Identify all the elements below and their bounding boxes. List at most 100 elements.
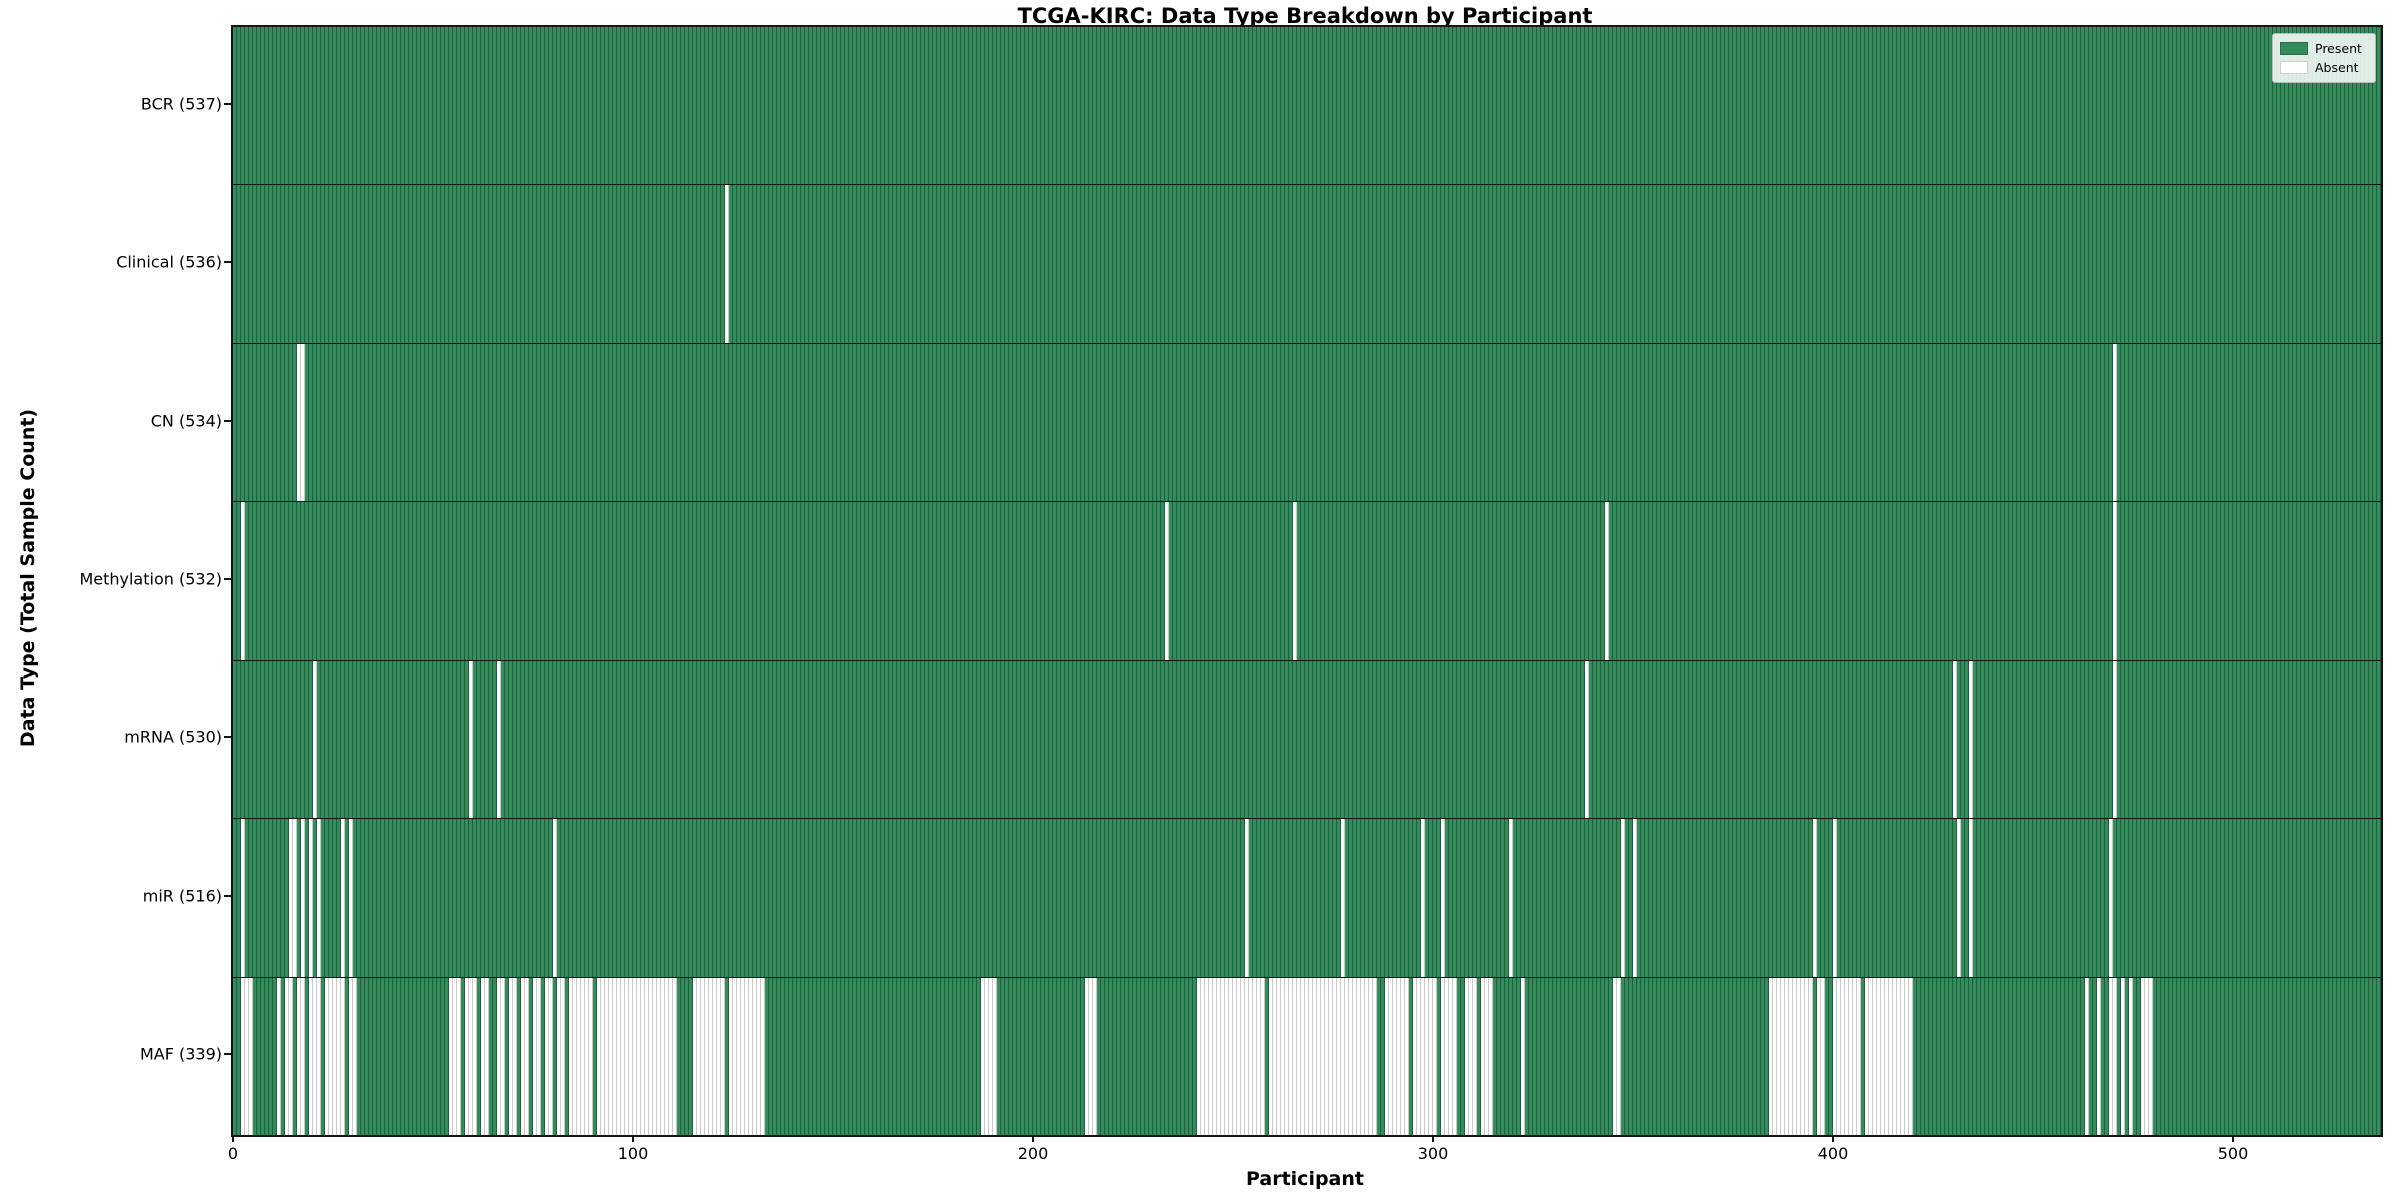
legend-present-label: Present (2315, 41, 2362, 56)
absent-cell (2113, 343, 2117, 502)
absent-cell (1341, 819, 1345, 977)
absent-cell (497, 660, 501, 819)
absent-cell (349, 819, 353, 977)
absent-cell (1585, 660, 1589, 819)
y-tick-label-CN: CN (534) (150, 411, 222, 431)
x-tick-mark (2232, 1135, 2234, 1142)
absent-cell (1481, 977, 1493, 1135)
absent-cell (277, 977, 281, 1135)
absent-cell (297, 343, 305, 502)
absent-cell (1953, 660, 1957, 819)
x-axis-label: Participant (1245, 1168, 1364, 1190)
y-tick-label-MAF: MAF (339) (139, 1044, 222, 1064)
y-tick-label-mRNA: mRNA (530) (124, 727, 222, 747)
absent-cell (1605, 502, 1609, 660)
absent-cell (1633, 819, 1637, 977)
absent-cell (1084, 977, 1097, 1135)
absent-cell (1833, 977, 1861, 1135)
y-tick-mark (224, 261, 231, 264)
x-tick-label-200: 200 (1017, 1144, 1049, 1163)
heatmap-rows (233, 27, 2381, 1135)
absent-cell (596, 977, 677, 1135)
y-tick-mark (224, 894, 231, 897)
absent-cell (521, 977, 529, 1135)
legend: Present Absent (2272, 33, 2376, 83)
x-tick-label-400: 400 (1817, 1144, 1849, 1163)
absent-cell (981, 977, 997, 1135)
absent-cell (2129, 977, 2133, 1135)
y-tick-mark (224, 419, 231, 422)
heatmap-row-Clinical (233, 184, 2381, 343)
absent-cell (553, 819, 557, 977)
y-tick-label-BCR: BCR (537) (140, 94, 222, 114)
absent-cell (313, 660, 317, 819)
heatmap-row-miR (233, 818, 2381, 977)
absent-cell (1509, 819, 1513, 977)
x-tick-label-300: 300 (1417, 1144, 1449, 1163)
absent-cell (309, 819, 313, 977)
y-tick-label-miR: miR (516) (142, 886, 222, 906)
absent-cell (1245, 819, 1249, 977)
x-tick-mark (1032, 1135, 1034, 1142)
absent-cell (297, 977, 305, 1135)
absent-cell (497, 977, 505, 1135)
y-tick-mark (224, 736, 231, 739)
absent-cell (1969, 660, 1973, 819)
absent-cell (1969, 819, 1973, 977)
absent-cell (240, 819, 245, 977)
legend-absent-swatch (2280, 61, 2308, 74)
absent-cell (2121, 977, 2125, 1135)
x-tick-mark (1832, 1135, 1834, 1142)
heatmap-row-mRNA (233, 659, 2381, 819)
absent-cell (1421, 819, 1425, 977)
absent-cell (1465, 977, 1477, 1135)
absent-cell (301, 819, 305, 977)
plot-area: Present Absent (231, 25, 2383, 1137)
legend-item-absent: Absent (2280, 58, 2368, 77)
y-tick-label-Clinical: Clinical (536) (116, 252, 222, 272)
absent-cell (725, 185, 729, 343)
x-tick-mark (632, 1135, 634, 1142)
legend-absent-label: Absent (2315, 60, 2359, 75)
x-tick-label-100: 100 (617, 1144, 649, 1163)
absent-cell (1165, 502, 1169, 660)
y-tick-mark (224, 578, 231, 580)
absent-cell (240, 977, 253, 1135)
absent-cell (317, 819, 321, 977)
absent-cell (1812, 819, 1817, 977)
chart-title: TCGA-KIRC: Data Type Breakdown by Partic… (1017, 4, 1593, 28)
heatmap-row-CN (233, 342, 2381, 502)
absent-cell (1441, 977, 1457, 1135)
absent-cell (465, 977, 477, 1135)
absent-cell (569, 977, 593, 1135)
absent-cell (533, 977, 541, 1135)
absent-cell (1197, 977, 1265, 1135)
absent-cell (2113, 660, 2117, 819)
absent-cell (240, 502, 245, 660)
legend-item-present: Present (2280, 39, 2368, 58)
heatmap-row-Methylation (233, 501, 2381, 660)
x-tick-label-0: 0 (227, 1144, 239, 1163)
absent-cell (1413, 977, 1437, 1135)
absent-cell (2097, 977, 2101, 1135)
absent-cell (1269, 977, 1377, 1135)
absent-cell (2109, 977, 2117, 1135)
absent-cell (1441, 819, 1445, 977)
heatmap-row-MAF (233, 976, 2381, 1135)
absent-cell (1769, 977, 1813, 1135)
heatmap-row-BCR (233, 27, 2381, 185)
absent-cell (1957, 819, 1961, 977)
absent-cell (2113, 502, 2117, 660)
absent-cell (349, 977, 357, 1135)
absent-cell (556, 977, 565, 1135)
absent-cell (1293, 502, 1297, 660)
absent-cell (2109, 819, 2113, 977)
absent-cell (309, 977, 321, 1135)
x-tick-label-500: 500 (2217, 1144, 2249, 1163)
y-tick-label-Methylation: Methylation (532) (79, 569, 222, 589)
absent-cell (729, 977, 765, 1135)
absent-cell (1385, 977, 1409, 1135)
y-tick-mark (224, 1052, 231, 1055)
absent-cell (509, 977, 517, 1135)
